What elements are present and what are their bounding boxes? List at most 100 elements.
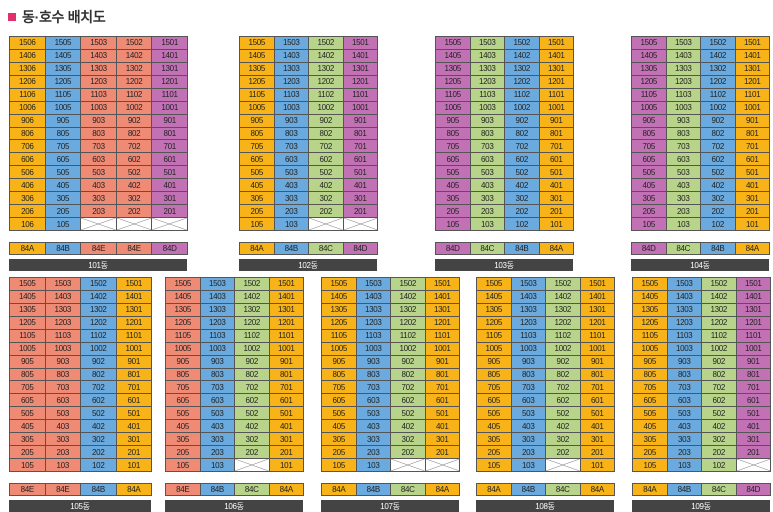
vacant-unit-cell[interactable] — [309, 218, 344, 231]
unit-cell[interactable]: 801 — [116, 368, 152, 382]
unit-cell[interactable]: 201 — [343, 205, 378, 219]
unit-cell[interactable]: 605 — [10, 394, 46, 408]
unit-cell[interactable]: 405 — [477, 420, 512, 434]
unit-cell[interactable]: 1405 — [45, 49, 82, 63]
unit-cell[interactable]: 905 — [10, 355, 46, 369]
unit-cell[interactable]: 503 — [200, 407, 235, 421]
unit-cell[interactable]: 1405 — [166, 290, 201, 304]
unit-cell[interactable]: 705 — [322, 381, 357, 395]
unit-cell[interactable]: 701 — [580, 381, 615, 395]
unit-cell[interactable]: 503 — [274, 166, 309, 180]
unit-cell[interactable]: 605 — [477, 394, 512, 408]
unit-cell[interactable]: 403 — [470, 179, 505, 193]
unit-cell[interactable]: 602 — [391, 394, 426, 408]
unit-cell[interactable]: 1303 — [666, 62, 701, 76]
unit-cell[interactable]: 1305 — [436, 62, 471, 76]
unit-cell[interactable]: 702 — [81, 381, 117, 395]
unit-cell[interactable]: 1301 — [425, 303, 460, 317]
unit-cell[interactable]: 1203 — [274, 75, 309, 89]
unit-cell[interactable]: 703 — [45, 381, 81, 395]
unit-cell[interactable]: 1203 — [470, 75, 505, 89]
unit-cell[interactable]: 1503 — [511, 278, 546, 291]
unit-cell[interactable]: 303 — [200, 433, 235, 447]
unit-cell[interactable]: 505 — [10, 407, 46, 421]
unit-cell[interactable]: 1503 — [667, 278, 702, 291]
unit-cell[interactable]: 801 — [735, 127, 770, 141]
unit-cell[interactable]: 105 — [10, 459, 46, 472]
unit-cell[interactable]: 1202 — [391, 316, 426, 330]
unit-cell[interactable]: 702 — [546, 381, 581, 395]
unit-cell[interactable]: 703 — [81, 140, 117, 154]
unit-cell[interactable]: 703 — [274, 140, 309, 154]
unit-cell[interactable]: 1005 — [477, 342, 512, 356]
unit-cell[interactable]: 702 — [235, 381, 270, 395]
unit-cell[interactable]: 805 — [45, 127, 82, 141]
vacant-unit-cell[interactable] — [343, 218, 378, 231]
unit-cell[interactable]: 603 — [81, 153, 117, 167]
unit-cell[interactable]: 1402 — [309, 49, 344, 63]
unit-cell[interactable]: 403 — [666, 179, 701, 193]
unit-cell[interactable]: 102 — [701, 218, 736, 231]
unit-cell[interactable]: 505 — [477, 407, 512, 421]
unit-cell[interactable]: 1003 — [356, 342, 391, 356]
unit-cell[interactable]: 602 — [81, 394, 117, 408]
unit-cell[interactable]: 1201 — [269, 316, 304, 330]
unit-cell[interactable]: 1201 — [735, 75, 770, 89]
unit-cell[interactable]: 1405 — [632, 49, 667, 63]
vacant-unit-cell[interactable] — [736, 459, 771, 472]
unit-cell[interactable]: 901 — [269, 355, 304, 369]
unit-cell[interactable]: 301 — [425, 433, 460, 447]
unit-cell[interactable]: 803 — [274, 127, 309, 141]
unit-cell[interactable]: 502 — [702, 407, 737, 421]
unit-cell[interactable]: 302 — [81, 433, 117, 447]
unit-cell[interactable]: 903 — [81, 114, 117, 128]
unit-cell[interactable]: 401 — [116, 420, 152, 434]
unit-cell[interactable]: 805 — [322, 368, 357, 382]
unit-cell[interactable]: 305 — [436, 192, 471, 206]
unit-cell[interactable]: 805 — [166, 368, 201, 382]
unit-cell[interactable]: 105 — [477, 459, 512, 472]
unit-cell[interactable]: 901 — [539, 114, 574, 128]
unit-cell[interactable]: 802 — [81, 368, 117, 382]
unit-cell[interactable]: 705 — [45, 140, 82, 154]
unit-cell[interactable]: 801 — [580, 368, 615, 382]
unit-cell[interactable]: 602 — [546, 394, 581, 408]
unit-cell[interactable]: 101 — [539, 218, 574, 231]
unit-cell[interactable]: 1101 — [735, 88, 770, 102]
unit-cell[interactable]: 505 — [632, 166, 667, 180]
unit-cell[interactable]: 103 — [200, 459, 235, 472]
unit-cell[interactable]: 502 — [391, 407, 426, 421]
unit-cell[interactable]: 1505 — [166, 278, 201, 291]
unit-cell[interactable]: 103 — [45, 459, 81, 472]
unit-cell[interactable]: 901 — [736, 355, 771, 369]
unit-cell[interactable]: 903 — [274, 114, 309, 128]
unit-cell[interactable]: 305 — [10, 433, 46, 447]
unit-cell[interactable]: 701 — [116, 381, 152, 395]
unit-cell[interactable]: 1402 — [546, 290, 581, 304]
unit-cell[interactable]: 202 — [505, 205, 540, 219]
unit-cell[interactable]: 302 — [116, 192, 153, 206]
unit-cell[interactable]: 601 — [425, 394, 460, 408]
unit-cell[interactable]: 1205 — [166, 316, 201, 330]
unit-cell[interactable]: 1102 — [505, 88, 540, 102]
unit-cell[interactable]: 406 — [10, 179, 46, 193]
unit-cell[interactable]: 803 — [470, 127, 505, 141]
unit-cell[interactable]: 503 — [45, 407, 81, 421]
unit-cell[interactable]: 1202 — [116, 75, 153, 89]
unit-cell[interactable]: 601 — [539, 153, 574, 167]
unit-cell[interactable]: 502 — [546, 407, 581, 421]
unit-cell[interactable]: 905 — [45, 114, 82, 128]
unit-cell[interactable]: 705 — [166, 381, 201, 395]
unit-cell[interactable]: 401 — [152, 179, 188, 193]
unit-cell[interactable]: 605 — [633, 394, 668, 408]
unit-cell[interactable]: 1403 — [45, 290, 81, 304]
unit-cell[interactable]: 402 — [701, 179, 736, 193]
unit-cell[interactable]: 405 — [166, 420, 201, 434]
unit-cell[interactable]: 902 — [116, 114, 153, 128]
unit-cell[interactable]: 701 — [735, 140, 770, 154]
unit-cell[interactable]: 1001 — [152, 101, 188, 115]
unit-cell[interactable]: 106 — [10, 218, 46, 231]
unit-cell[interactable]: 1102 — [309, 88, 344, 102]
unit-cell[interactable]: 602 — [309, 153, 344, 167]
unit-cell[interactable]: 1205 — [436, 75, 471, 89]
